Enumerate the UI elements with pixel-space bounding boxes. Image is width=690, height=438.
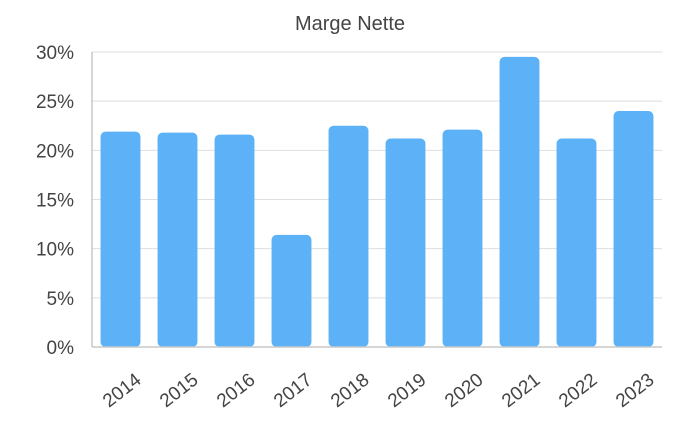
x-tick-label: 2017: [270, 369, 316, 412]
bar-2014: [100, 131, 141, 347]
bars: [100, 56, 654, 348]
bar-2016: [214, 134, 255, 347]
bar-2020: [442, 129, 483, 347]
y-axis-ticks: 0% 5% 10% 15% 20% 25% 30%: [36, 43, 74, 359]
x-tick-label: 2016: [213, 369, 259, 412]
bar-2019: [385, 138, 426, 347]
bar-2023: [613, 111, 654, 347]
x-tick-label: 2015: [156, 369, 202, 412]
bar-2018: [328, 125, 369, 347]
x-tick-label: 2020: [441, 369, 487, 412]
x-tick-label: 2023: [612, 369, 658, 412]
x-tick-label: 2014: [99, 369, 146, 412]
bar-2017: [271, 234, 312, 347]
bar-2021: [499, 56, 540, 348]
x-tick-label: 2019: [384, 369, 430, 412]
x-axis-ticks: 2014 2015 2016 2017 2018 2019 2020 2021 2022 2023: [99, 369, 658, 412]
x-tick-label: 2021: [498, 369, 544, 412]
y-tick-label: 5%: [47, 289, 75, 310]
y-tick-label: 30%: [36, 43, 74, 64]
chart-title: Marge Nette: [295, 13, 405, 35]
x-tick-label: 2022: [555, 369, 601, 412]
bar-2022: [556, 138, 597, 347]
x-tick-label: 2018: [327, 369, 373, 412]
y-tick-label: 25%: [36, 92, 74, 113]
bar-2015: [157, 132, 198, 347]
y-tick-label: 15%: [36, 191, 74, 212]
y-tick-label: 20%: [36, 141, 74, 162]
y-tick-label: 0%: [47, 338, 75, 359]
y-tick-label: 10%: [36, 240, 74, 261]
